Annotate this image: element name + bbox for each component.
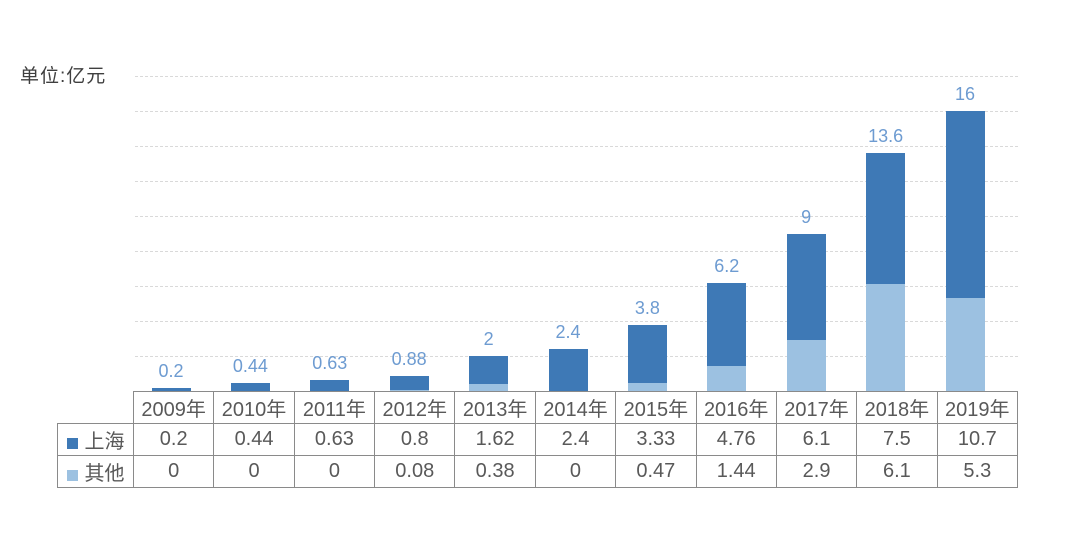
bar-segment-others xyxy=(389,389,429,391)
bar-value-label: 2 xyxy=(483,329,494,349)
value-cell-shanghai: 3.33 xyxy=(615,423,697,456)
value-cell-shanghai: 2.4 xyxy=(534,423,617,456)
bar-segment-shanghai xyxy=(151,387,191,391)
value-cell-shanghai: 1.62 xyxy=(454,423,536,456)
value-cell-shanghai: 6.1 xyxy=(775,423,858,456)
value-cell-others: 0 xyxy=(293,455,376,488)
bar-segment-shanghai xyxy=(866,153,906,285)
value-cell-others: 0 xyxy=(213,455,295,488)
bar-value-label: 3.8 xyxy=(634,297,660,318)
table-corner-blank xyxy=(58,392,134,424)
gridline xyxy=(135,111,1018,112)
value-cell-shanghai: 0.44 xyxy=(213,423,295,456)
bar-value-label: 6.2 xyxy=(714,255,740,276)
bar-segment-shanghai xyxy=(627,324,667,383)
bar-segment-shanghai xyxy=(469,356,509,385)
bar-value-label: 16 xyxy=(954,84,976,104)
bar-segment-others xyxy=(786,340,826,391)
legend-cell-others: 其他 xyxy=(57,455,134,488)
bar-value-label: 0.2 xyxy=(158,360,184,381)
gridline xyxy=(135,321,1018,322)
bar-value-label: 9 xyxy=(801,206,812,227)
value-cell-others: 1.44 xyxy=(695,455,777,488)
bar-value-label: 0.63 xyxy=(312,352,348,373)
legend-label-shanghai: 上海 xyxy=(84,431,125,453)
legend-label-others: 其他 xyxy=(84,463,125,485)
year-header-cell: 2018年 xyxy=(856,391,938,424)
bar-segment-others xyxy=(866,284,906,391)
bar-value-label: 13.6 xyxy=(868,126,904,146)
gridline xyxy=(135,76,1018,77)
value-cell-shanghai: 4.76 xyxy=(695,423,777,456)
value-cell-others: 6.1 xyxy=(856,455,938,488)
year-header-cell: 2009年 xyxy=(132,391,215,424)
value-cell-shanghai: 0.2 xyxy=(132,423,215,456)
bar-value-label: 2.4 xyxy=(555,322,581,342)
year-header-cell: 2016年 xyxy=(695,391,777,424)
bar-value-label: 0.88 xyxy=(391,348,427,369)
value-cell-others: 0.38 xyxy=(454,455,536,488)
data-table: 2009年 2010年 2011年 2012年 2013年 2014年 2015年 2016年… xyxy=(57,391,1019,488)
value-cell-shanghai: 7.5 xyxy=(856,423,938,456)
value-cell-others: 0.47 xyxy=(615,455,697,488)
gridline xyxy=(135,286,1018,287)
table-header-row: 2009年 2010年 2011年 2012年 2013年 2014年 2015年 2016年… xyxy=(58,391,1019,424)
gridline xyxy=(135,216,1018,217)
gridline xyxy=(135,181,1018,182)
bar-segment-others xyxy=(627,382,667,391)
year-header-cell: 2019年 xyxy=(936,391,1019,424)
bar-segment-shanghai xyxy=(389,375,429,390)
year-header-cell: 2014年 xyxy=(534,391,617,424)
table-series-row: 上海 0.2 0.44 0.63 0.8 1.62 2.4 3.33 4.76 6.1 7.5 10.… xyxy=(57,423,1019,456)
bar-segment-others xyxy=(945,298,985,391)
value-cell-others: 0.08 xyxy=(374,455,456,488)
value-cell-shanghai: 10.7 xyxy=(936,423,1019,456)
legend-swatch-others xyxy=(66,470,78,481)
year-header-cell: 2013年 xyxy=(454,391,536,424)
legend-cell-shanghai: 上海 xyxy=(57,423,134,456)
year-header-cell: 2012年 xyxy=(374,391,456,424)
bar-segment-others xyxy=(707,365,747,391)
gridline xyxy=(135,251,1018,252)
bar-value-label: 0.44 xyxy=(232,356,268,377)
value-cell-others: 5.3 xyxy=(936,455,1019,488)
value-cell-others: 0 xyxy=(534,455,617,488)
year-header-cell: 2011年 xyxy=(293,391,376,424)
bar-segment-others xyxy=(469,384,509,391)
bar-segment-shanghai xyxy=(230,383,270,391)
value-cell-others: 0 xyxy=(132,455,215,488)
value-cell-shanghai: 0.8 xyxy=(374,423,456,456)
year-header-cell: 2010年 xyxy=(213,391,295,424)
year-header-cell: 2015年 xyxy=(615,391,697,424)
bar-segment-shanghai xyxy=(707,282,747,366)
unit-label: 单位:亿元 xyxy=(20,66,107,87)
value-cell-shanghai: 0.63 xyxy=(293,423,376,456)
bar-segment-shanghai xyxy=(786,233,826,341)
table-series-row: 其他 0 0 0 0.08 0.38 0 0.47 1.44 2.9 6.1 5.3 xyxy=(57,455,1019,488)
legend-swatch-shanghai xyxy=(66,438,78,449)
bar-segment-shanghai xyxy=(548,349,588,391)
gridline xyxy=(135,146,1018,147)
bar-segment-shanghai xyxy=(310,379,350,391)
bar-segment-shanghai xyxy=(945,111,985,299)
year-header-cell: 2017年 xyxy=(775,391,858,424)
value-cell-others: 2.9 xyxy=(775,455,858,488)
